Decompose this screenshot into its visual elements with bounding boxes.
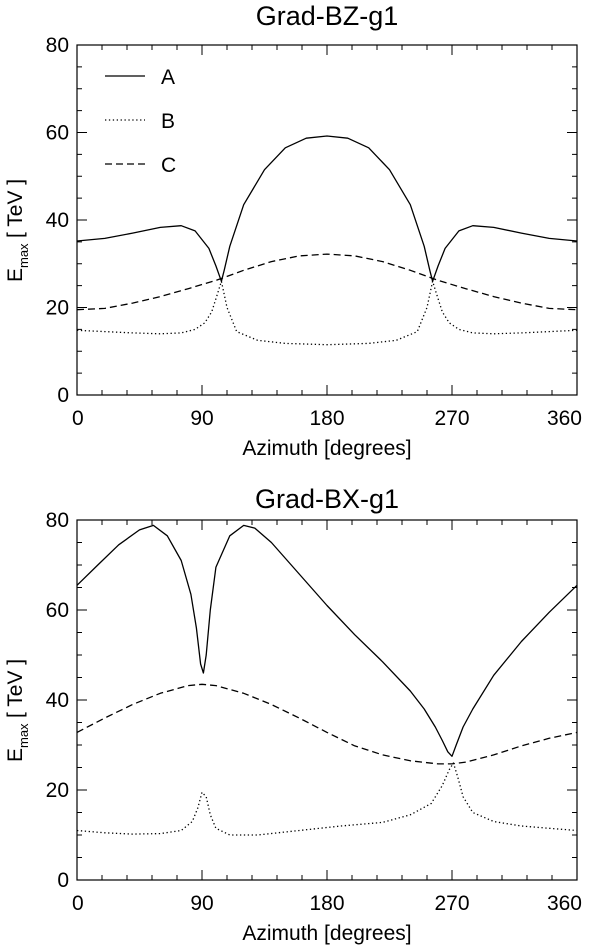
x-tick-label: 0 bbox=[72, 892, 84, 915]
x-tick-label: 270 bbox=[434, 892, 469, 915]
y-tick-label: 20 bbox=[46, 779, 69, 802]
series-line-a bbox=[76, 135, 578, 282]
y-axis-label-unit: [ TeV ] bbox=[4, 179, 27, 238]
y-axis-label-main: E bbox=[4, 268, 27, 282]
series-line-c bbox=[76, 253, 578, 311]
plot-frame bbox=[76, 44, 578, 396]
y-tick-label: 40 bbox=[46, 209, 69, 232]
x-tick-label: 180 bbox=[309, 892, 344, 915]
legend-label-a: A bbox=[161, 66, 175, 89]
x-tick-label: 180 bbox=[309, 407, 344, 430]
series-line-b bbox=[76, 762, 578, 836]
chart-title: Grad-BZ-g1 bbox=[256, 1, 399, 31]
x-tick-label: 360 bbox=[547, 407, 582, 430]
chart-title: Grad-BX-g1 bbox=[255, 484, 399, 514]
y-tick-label: 80 bbox=[46, 509, 69, 532]
x-axis-label: Azimuth [degrees] bbox=[242, 922, 411, 945]
y-tick-label: 0 bbox=[57, 384, 69, 407]
legend: ABC bbox=[105, 66, 176, 177]
chart-panel-2: Grad-BX-g1 0 90 180 270 360 0 20 40 60 80 Azimuth [… bbox=[4, 484, 582, 945]
y-axis-label-subscript: max bbox=[16, 243, 31, 268]
x-tick-label: 0 bbox=[72, 407, 84, 430]
y-tick-label: 60 bbox=[46, 122, 69, 145]
plot-frame bbox=[76, 519, 578, 881]
x-tick-label: 90 bbox=[190, 407, 213, 430]
x-tick-label: 90 bbox=[190, 892, 213, 915]
series-line-a bbox=[76, 524, 578, 757]
x-axis-label: Azimuth [degrees] bbox=[242, 437, 411, 460]
y-tick-label: 80 bbox=[46, 34, 69, 57]
series-line-c bbox=[76, 683, 578, 765]
y-tick-label: 40 bbox=[46, 689, 69, 712]
x-tick-label: 270 bbox=[434, 407, 469, 430]
y-axis-label-main: E bbox=[4, 748, 27, 762]
y-tick-label: 60 bbox=[46, 599, 69, 622]
x-tick-label: 360 bbox=[547, 892, 582, 915]
y-axis-label-unit: [ TeV ] bbox=[4, 659, 27, 718]
y-tick-label: 0 bbox=[57, 869, 69, 892]
legend-label-b: B bbox=[161, 110, 175, 133]
y-tick-label: 20 bbox=[46, 297, 69, 320]
series-line-b bbox=[76, 280, 578, 346]
y-axis-label-subscript: max bbox=[16, 723, 31, 748]
legend-label-c: C bbox=[161, 154, 176, 177]
chart-panel-1: Grad-BZ-g1 0 90 180 270 360 0 20 40 60 80 Azimuth [… bbox=[4, 1, 582, 460]
